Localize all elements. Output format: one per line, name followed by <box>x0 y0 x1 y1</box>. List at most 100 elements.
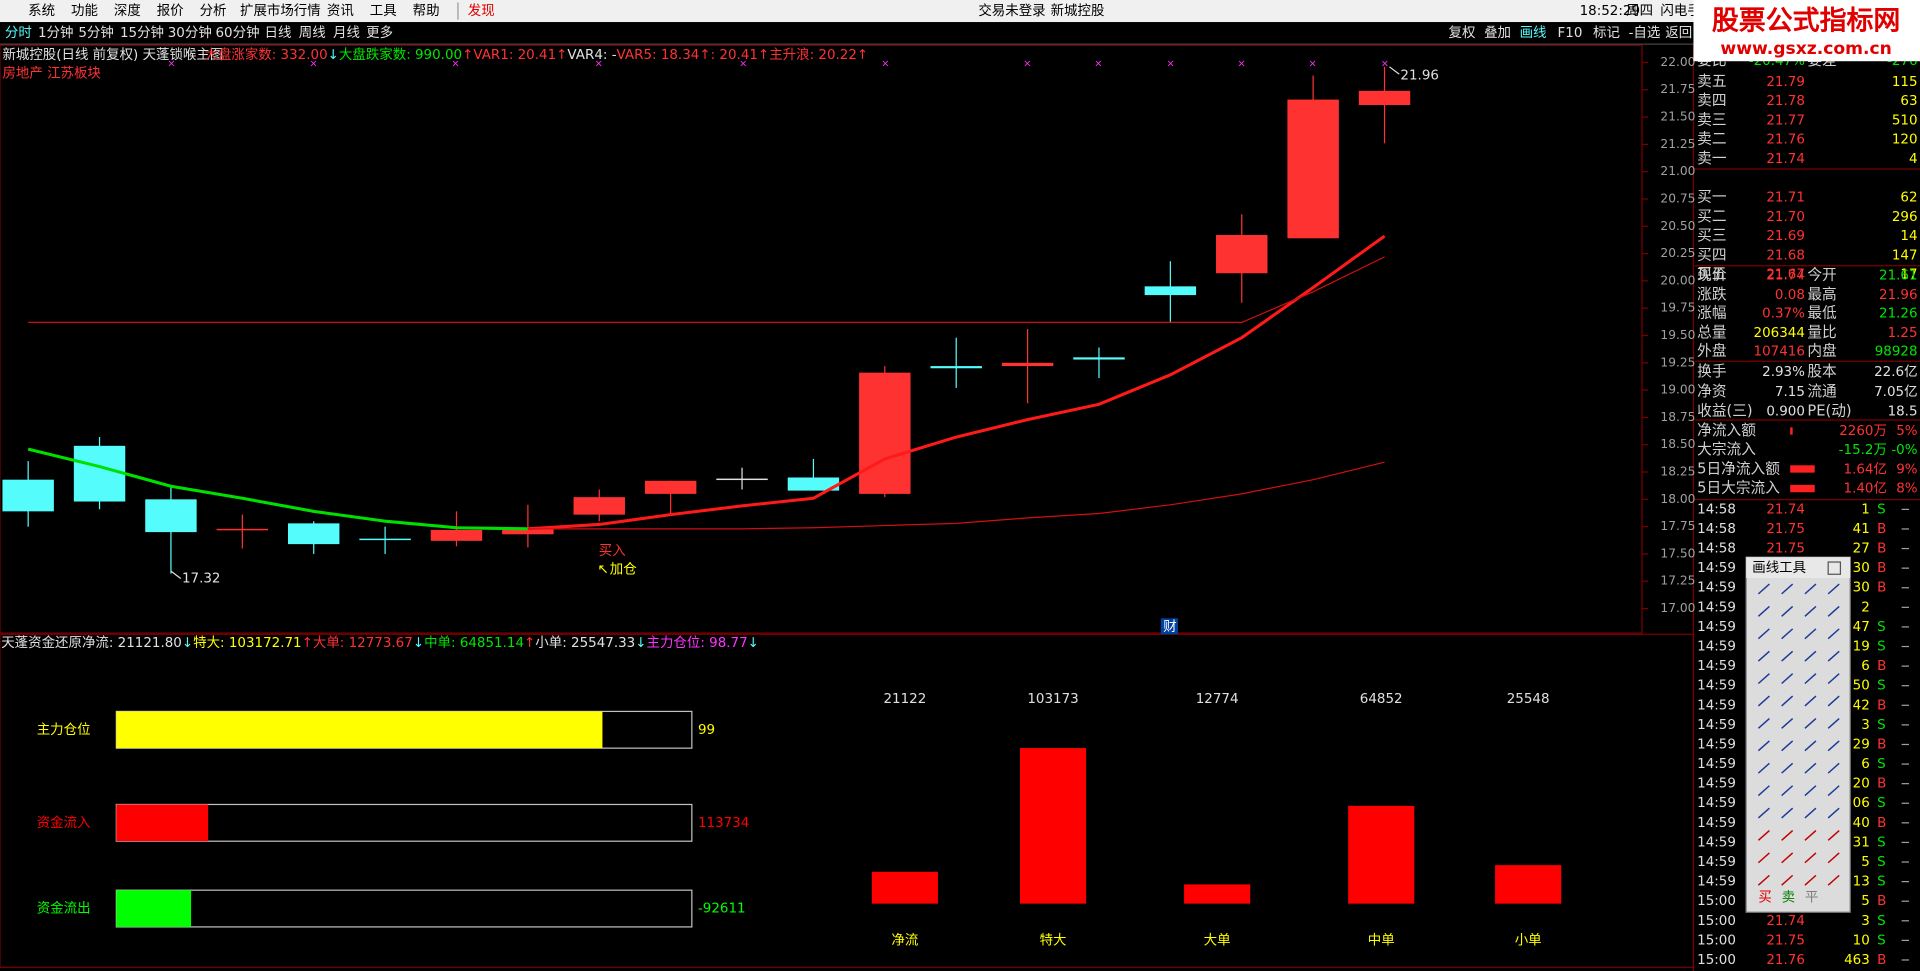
menu-item[interactable]: 扩展市场行情 <box>240 2 321 19</box>
tool-icon[interactable] <box>1778 648 1796 665</box>
rich-text: VAR1: 20.41 <box>473 48 556 63</box>
tool-icon[interactable] <box>1778 760 1796 777</box>
period-tab[interactable]: 5分钟 <box>78 24 113 41</box>
flow-label: 5日大宗流入 <box>1697 479 1780 497</box>
tool-icon[interactable] <box>1755 648 1773 665</box>
tool-icon[interactable] <box>1801 849 1819 866</box>
tool-icon[interactable] <box>1801 782 1819 799</box>
menu-item[interactable]: 深度 <box>114 3 141 19</box>
menu-item[interactable]: 系统 <box>28 3 55 19</box>
tool-icon[interactable] <box>1825 648 1843 665</box>
book-price: 21.78 <box>1766 94 1805 109</box>
tool-icon[interactable] <box>1755 715 1773 732</box>
tool-button[interactable]: 复权 <box>1449 24 1476 41</box>
tool-icon[interactable] <box>1825 849 1843 866</box>
tool-icon[interactable] <box>1801 805 1819 822</box>
tool-icon[interactable] <box>1778 805 1796 822</box>
tool-glyph <box>1827 830 1840 841</box>
tool-icon[interactable] <box>1825 670 1843 687</box>
tool-icon[interactable] <box>1778 827 1796 844</box>
tool-icon[interactable] <box>1778 625 1796 642</box>
tool-icon[interactable] <box>1825 715 1843 732</box>
tool-icon[interactable] <box>1825 760 1843 777</box>
tool-icon[interactable] <box>1825 872 1843 889</box>
tool-icon[interactable] <box>1825 581 1843 597</box>
tool-icon[interactable] <box>1801 581 1819 597</box>
tool-icon[interactable] <box>1801 625 1819 642</box>
tool-icon[interactable] <box>1825 827 1843 844</box>
tool-icon[interactable] <box>1801 670 1819 687</box>
tool-icon[interactable] <box>1825 625 1843 642</box>
tool-icon[interactable] <box>1778 693 1796 709</box>
tool-icon[interactable] <box>1801 603 1819 620</box>
tool-icon[interactable] <box>1801 827 1819 844</box>
period-tab[interactable]: 月线 <box>333 25 360 41</box>
tool-icon[interactable] <box>1801 648 1819 665</box>
tool-icon[interactable] <box>1755 670 1773 687</box>
tool-icon[interactable] <box>1825 805 1843 822</box>
tool-icon[interactable] <box>1825 782 1843 799</box>
period-tab[interactable]: 分时 <box>5 25 32 41</box>
tool-icon[interactable] <box>1755 872 1773 889</box>
trade-tool[interactable]: 平 <box>1805 891 1818 906</box>
period-tab[interactable]: 更多 <box>366 24 393 41</box>
tick-side: B <box>1877 561 1886 576</box>
tool-icon[interactable] <box>1801 737 1819 754</box>
menu-item[interactable]: 功能 <box>71 3 98 19</box>
tick-time: 14:59 <box>1697 659 1736 674</box>
rich-text: : 20.41 <box>711 48 758 63</box>
tool-icon[interactable] <box>1801 760 1819 777</box>
menu-item[interactable]: 发现 <box>468 3 495 19</box>
tool-icon[interactable] <box>1778 872 1796 889</box>
tool-icon[interactable] <box>1825 693 1843 709</box>
period-tab[interactable]: 30分钟 <box>168 24 212 41</box>
tool-icon[interactable] <box>1825 737 1843 754</box>
close-button[interactable] <box>1827 561 1842 575</box>
tool-button[interactable]: 画线 <box>1520 25 1547 41</box>
tool-icon[interactable] <box>1825 603 1843 620</box>
period-tab[interactable]: 1分钟 <box>38 24 73 41</box>
period-tab[interactable]: 15分钟 <box>120 24 164 41</box>
menu-item[interactable]: 分析 <box>200 3 227 19</box>
tool-icon[interactable] <box>1778 849 1796 866</box>
tool-button[interactable]: 叠加 <box>1484 25 1511 41</box>
tool-icon[interactable] <box>1778 737 1796 754</box>
tool-button[interactable]: 返回 <box>1665 25 1692 41</box>
login-status[interactable]: 交易未登录 <box>978 2 1045 19</box>
period-tab[interactable]: 日线 <box>264 25 291 41</box>
menu-item[interactable]: 资讯 <box>327 3 354 19</box>
tool-icon[interactable] <box>1755 849 1773 866</box>
tool-button[interactable]: F10 <box>1558 26 1583 41</box>
tool-icon[interactable] <box>1801 872 1819 889</box>
tool-icon[interactable] <box>1778 581 1796 597</box>
menu-item[interactable]: 工具 <box>370 4 397 19</box>
tool-icon[interactable] <box>1755 782 1773 799</box>
tick-volume: 10 <box>1853 933 1870 948</box>
tool-button[interactable]: 标记 <box>1593 25 1620 41</box>
rich-text: 主力仓位: 98.77 <box>647 635 748 651</box>
tool-icon[interactable] <box>1778 782 1796 799</box>
period-tab[interactable]: 周线 <box>299 25 326 41</box>
tool-icon[interactable] <box>1755 581 1773 597</box>
tool-icon[interactable] <box>1755 603 1773 620</box>
tool-icon[interactable] <box>1755 805 1773 822</box>
tool-icon[interactable] <box>1755 760 1773 777</box>
tool-button[interactable]: -自选 <box>1629 25 1661 41</box>
signal-mark: × <box>595 59 603 70</box>
tool-icon[interactable] <box>1801 715 1819 732</box>
trade-tool[interactable]: 买 <box>1758 890 1771 906</box>
period-tab[interactable]: 60分钟 <box>216 24 260 41</box>
app-button[interactable]: 闪电手 <box>1660 3 1700 19</box>
tool-icon[interactable] <box>1778 715 1796 732</box>
tool-icon[interactable] <box>1755 737 1773 754</box>
tool-icon[interactable] <box>1778 603 1796 620</box>
trade-tool[interactable]: 卖 <box>1782 890 1795 906</box>
tool-icon[interactable] <box>1778 670 1796 687</box>
indicator-line <box>27 447 528 531</box>
menu-item[interactable]: 帮助 <box>413 3 440 19</box>
tool-icon[interactable] <box>1755 827 1773 844</box>
menu-item[interactable]: 报价 <box>157 3 184 19</box>
tool-icon[interactable] <box>1801 693 1819 709</box>
tool-icon[interactable] <box>1755 625 1773 642</box>
tool-icon[interactable] <box>1755 693 1773 709</box>
